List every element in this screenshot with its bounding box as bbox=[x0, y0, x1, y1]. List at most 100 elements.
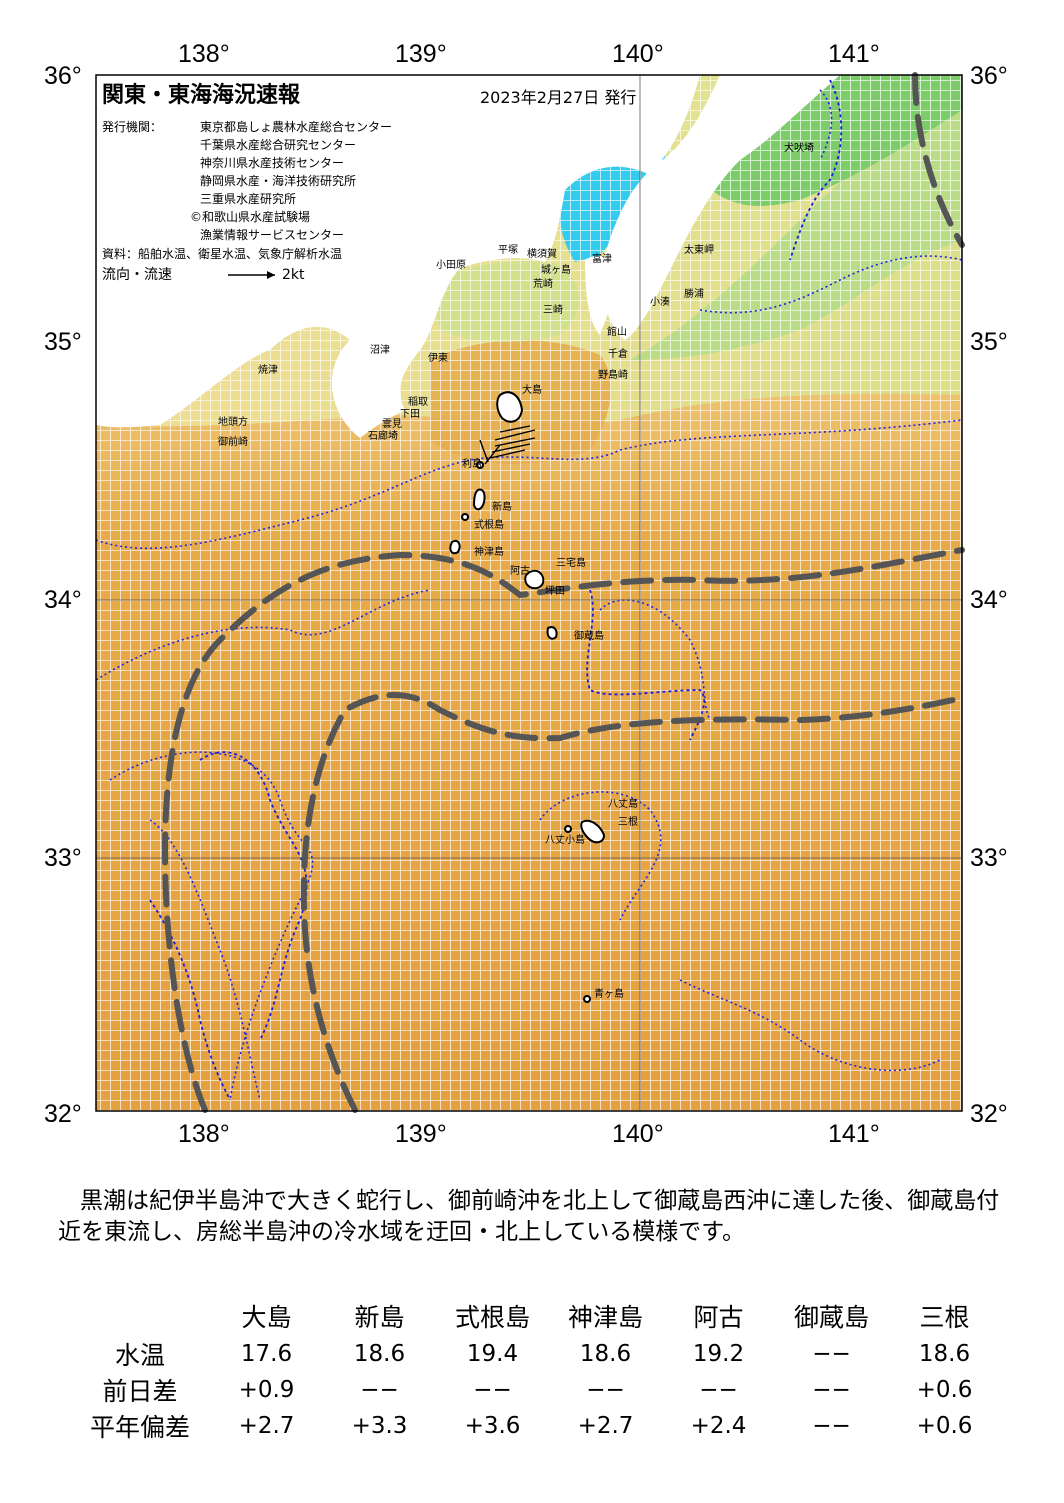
place-label: 三宅島 bbox=[556, 558, 586, 569]
place-label: 沼津 bbox=[370, 345, 390, 356]
kuroshio-axis bbox=[161, 72, 965, 1113]
column-header: 新島 bbox=[354, 1303, 405, 1332]
table-cell: +0.6 bbox=[916, 1377, 973, 1403]
place-label: 横須賀 bbox=[527, 249, 557, 260]
place-label: 太東岬 bbox=[684, 245, 714, 256]
table-header-row: 大島 新島 式根島 神津島 阿古 御蔵島 三根 bbox=[70, 1296, 1001, 1336]
graticule bbox=[96, 75, 962, 1111]
island-kozushima bbox=[449, 539, 461, 555]
place-label: 荒崎 bbox=[533, 279, 553, 290]
place-label: 野島崎 bbox=[598, 370, 628, 381]
table-cell: −− bbox=[586, 1377, 625, 1403]
lat-label-left-32: 32° bbox=[44, 1100, 82, 1128]
island-aogashima bbox=[583, 995, 592, 1003]
place-label: 青ヶ島 bbox=[594, 989, 624, 1000]
table-cell: +2.7 bbox=[577, 1413, 634, 1439]
temperature-table: 大島 新島 式根島 神津島 阿古 御蔵島 三根 水温 17.6 18.6 19.… bbox=[70, 1296, 1001, 1444]
table-cell: +0.9 bbox=[238, 1377, 295, 1403]
map-canvas bbox=[95, 72, 965, 1113]
place-label: 小湊 bbox=[650, 297, 670, 308]
place-label: 利島 bbox=[462, 459, 482, 470]
table-corner bbox=[70, 1296, 210, 1336]
lat-label-right-36: 36° bbox=[970, 62, 1008, 90]
lat-label-right-33: 33° bbox=[970, 844, 1008, 872]
column-header: 阿古 bbox=[693, 1303, 744, 1332]
column-header: 御蔵島 bbox=[793, 1303, 869, 1332]
table-cell: 18.6 bbox=[918, 1341, 971, 1367]
issuer-6: ©和歌山県水産試験場 bbox=[190, 210, 311, 224]
lat-label-left-36: 36° bbox=[44, 62, 82, 90]
issuer-4: 静岡県水産・海洋技術研究所 bbox=[200, 174, 357, 188]
island-miyakejima bbox=[524, 569, 545, 590]
lon-label-top-141: 141° bbox=[828, 40, 880, 68]
lat-label-left-33: 33° bbox=[44, 844, 82, 872]
place-label: 富津 bbox=[592, 254, 612, 265]
lon-label-bottom-139: 139° bbox=[395, 1120, 447, 1148]
table-cell: 19.2 bbox=[692, 1341, 745, 1367]
row-header: 前日差 bbox=[102, 1377, 178, 1406]
flow-legend-label: 流向・流速 bbox=[102, 267, 172, 283]
place-label: 新島 bbox=[492, 502, 512, 513]
place-label: 小田原 bbox=[436, 260, 466, 271]
place-label: 神津島 bbox=[474, 547, 504, 558]
island-toshima bbox=[476, 461, 485, 469]
table-cell: −− bbox=[473, 1377, 512, 1403]
table-row: 平年偏差 +2.7 +3.3 +3.6 +2.7 +2.4 −− +0.6 bbox=[70, 1408, 1001, 1444]
issuer-label: 発行機関： bbox=[102, 120, 163, 134]
flow-arrows bbox=[479, 425, 536, 465]
table-cell: 17.6 bbox=[240, 1341, 293, 1367]
map-title: 関東・東海海況速報 bbox=[102, 83, 301, 108]
table-row: 前日差 +0.9 −− −− −− −− −− +0.6 bbox=[70, 1372, 1001, 1408]
map-frame bbox=[95, 74, 963, 1112]
lon-label-top-139: 139° bbox=[395, 40, 447, 68]
table-cell: 19.4 bbox=[466, 1341, 519, 1367]
table-cell: 18.6 bbox=[579, 1341, 632, 1367]
lat-label-left-34: 34° bbox=[44, 586, 82, 614]
place-label: 千倉 bbox=[608, 349, 628, 360]
table-cell: +2.4 bbox=[690, 1413, 747, 1439]
table-cell: −− bbox=[812, 1413, 851, 1439]
table-cell: −− bbox=[812, 1377, 851, 1403]
flow-legend-speed: 2kt bbox=[282, 267, 305, 283]
table-cell: +3.3 bbox=[351, 1413, 408, 1439]
place-label: 御蔵島 bbox=[574, 631, 604, 642]
lat-label-right-34: 34° bbox=[970, 586, 1008, 614]
place-label: 館山 bbox=[607, 327, 627, 338]
table-cell: −− bbox=[360, 1377, 399, 1403]
row-header: 水温 bbox=[114, 1341, 165, 1370]
place-label: 平塚 bbox=[498, 245, 518, 256]
grid-overlay bbox=[96, 75, 962, 1111]
place-label: 八丈小島 bbox=[545, 835, 585, 846]
place-label: 城ヶ島 bbox=[541, 265, 571, 276]
summary-text: 黒潮は紀伊半島沖で大きく蛇行し、御前崎沖を北上して御蔵島西沖に達した後、御蔵島付… bbox=[58, 1188, 1000, 1245]
data-source: 資料：船舶水温、衛星水温、気象庁解析水温 bbox=[102, 247, 343, 261]
place-label: 犬吠埼 bbox=[784, 143, 814, 154]
table-cell: +3.6 bbox=[464, 1413, 521, 1439]
table-row: 水温 17.6 18.6 19.4 18.6 19.2 −− 18.6 bbox=[70, 1336, 1001, 1372]
island-shikinejima bbox=[461, 513, 470, 521]
issuer-5: 三重県水産研究所 bbox=[200, 192, 297, 206]
table-cell: 18.6 bbox=[353, 1341, 406, 1367]
place-label: 稲取 bbox=[408, 397, 428, 408]
island-oshima bbox=[496, 391, 524, 423]
lat-label-left-35: 35° bbox=[44, 328, 82, 356]
place-label: 石廊埼 bbox=[368, 431, 398, 442]
place-label: 八丈島 bbox=[608, 799, 638, 810]
place-label: 大島 bbox=[522, 385, 542, 396]
table-cell: −− bbox=[812, 1341, 851, 1367]
lon-label-bottom-138: 138° bbox=[178, 1120, 230, 1148]
island-hachijokojima bbox=[564, 825, 573, 833]
place-label: 伊東 bbox=[428, 353, 448, 364]
sea-temperature-map: 138° 139° 140° 141° 138° 139° 140° 141° … bbox=[44, 40, 1008, 1148]
column-header: 式根島 bbox=[454, 1303, 530, 1332]
table-cell: −− bbox=[699, 1377, 738, 1403]
place-label: 焼津 bbox=[258, 365, 278, 376]
place-label: 阿古 bbox=[510, 566, 530, 577]
place-label: 地頭方 bbox=[218, 417, 248, 428]
place-label: 雲見 bbox=[382, 419, 402, 430]
lat-label-right-35: 35° bbox=[970, 328, 1008, 356]
lat-label-right-32: 32° bbox=[970, 1100, 1008, 1128]
lon-label-bottom-141: 141° bbox=[828, 1120, 880, 1148]
table-cell: +2.7 bbox=[238, 1413, 295, 1439]
issue-date: 2023年2月27日 発行 bbox=[480, 88, 637, 107]
